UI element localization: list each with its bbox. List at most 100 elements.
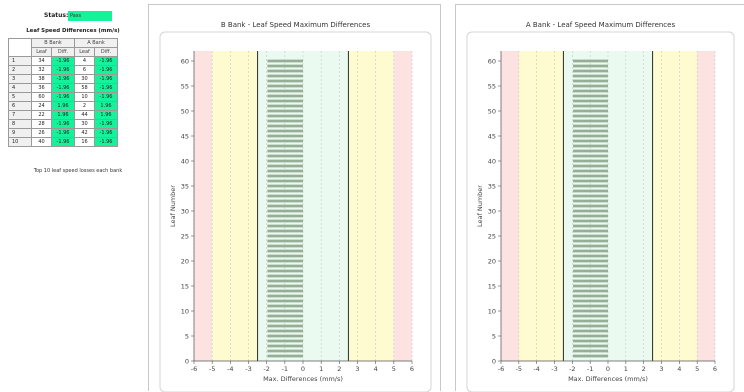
a-diff-cell: -1.96 — [94, 128, 118, 138]
b-leaf-cell: 60 — [31, 92, 52, 102]
col-header-b-diff: Diff. — [51, 47, 75, 57]
zone-yellow-right — [652, 51, 698, 361]
bar-leaf-14 — [267, 289, 303, 293]
table-row: 2 32 -1.96 6 -1.96 — [8, 65, 118, 75]
b-leaf-cell: 22 — [31, 110, 52, 120]
x-tick-label: 2 — [642, 365, 646, 373]
a-leaf-cell: 58 — [74, 83, 95, 93]
row-number: 3 — [8, 74, 32, 84]
bar-leaf-34 — [573, 189, 608, 193]
x-tick-label: -4 — [533, 365, 539, 373]
y-tick-label: 40 — [488, 158, 496, 166]
bar-leaf-50 — [267, 109, 303, 113]
bar-leaf-32 — [267, 199, 303, 203]
bar-leaf-47 — [573, 124, 608, 128]
bar-leaf-49 — [573, 114, 608, 118]
y-tick-label: 55 — [181, 83, 189, 91]
table-row: 6 24 1.96 2 1.96 — [8, 101, 118, 111]
bar-leaf-13 — [267, 294, 303, 298]
a-leaf-cell: 16 — [74, 137, 95, 147]
x-tick-label: -5 — [209, 365, 215, 373]
x-tick-label: 3 — [355, 365, 359, 373]
plot-frame — [159, 31, 432, 392]
bar-leaf-37 — [267, 174, 303, 178]
bar-leaf-51 — [267, 104, 303, 108]
table-column-header-row: Leaf Diff. Leaf Diff. — [9, 47, 118, 57]
bar-leaf-53 — [573, 94, 608, 98]
b-diff-cell: -1.96 — [51, 65, 75, 75]
bar-leaf-58 — [267, 69, 303, 73]
bar-leaf-55 — [573, 84, 608, 88]
x-tick-label: 2 — [337, 365, 341, 373]
bar-leaf-25 — [267, 234, 303, 238]
y-tick-label: 5 — [492, 333, 496, 341]
bar-leaf-46 — [573, 129, 608, 133]
bar-leaf-27 — [267, 224, 303, 228]
bar-leaf-15 — [267, 284, 303, 288]
b-diff-cell: 1.96 — [51, 101, 75, 111]
bar-leaf-43 — [267, 144, 303, 148]
bar-leaf-8 — [573, 319, 608, 323]
row-number: 8 — [8, 119, 32, 129]
y-tick-label: 40 — [181, 158, 189, 166]
y-axis-title: Leaf Number — [476, 185, 484, 227]
a-leaf-cell: 6 — [74, 65, 95, 75]
b-diff-cell: -1.96 — [51, 128, 75, 138]
y-tick-label: 10 — [488, 308, 496, 316]
bar-leaf-38 — [267, 169, 303, 173]
bar-leaf-20 — [573, 259, 608, 263]
bar-leaf-26 — [573, 229, 608, 233]
bar-leaf-5 — [267, 334, 303, 338]
table-body: 1 34 -1.96 4 -1.96 2 32 -1.96 6 -1.96 3 38 -1.96 30 -1… — [8, 56, 118, 147]
bar-leaf-34 — [267, 189, 303, 193]
bar-leaf-3 — [267, 344, 303, 348]
x-axis-title: Max. Differences (mm/s) — [263, 375, 343, 383]
y-tick-label: 5 — [185, 333, 189, 341]
bar-leaf-27 — [573, 224, 608, 228]
y-tick-label: 35 — [181, 183, 189, 191]
b-diff-cell: -1.96 — [51, 119, 75, 129]
bar-leaf-31 — [573, 204, 608, 208]
x-tick-label: -2 — [569, 365, 575, 373]
bar-leaf-45 — [267, 134, 303, 138]
bar-leaf-54 — [573, 89, 608, 93]
a-leaf-cell: 30 — [74, 74, 95, 84]
bar-leaf-10 — [267, 309, 303, 313]
bar-leaf-58 — [573, 69, 608, 73]
y-tick-label: 15 — [488, 283, 496, 291]
bar-leaf-35 — [573, 184, 608, 188]
bar-leaf-38 — [573, 169, 608, 173]
bar-leaf-33 — [573, 194, 608, 198]
b-bank-chart: B Bank - Leaf Speed Maximum Differences 0… — [159, 21, 432, 392]
bar-leaf-57 — [573, 74, 608, 78]
bar-leaf-57 — [267, 74, 303, 78]
b-diff-cell: 1.96 — [51, 110, 75, 120]
bar-leaf-60 — [573, 59, 608, 63]
leaf-speed-table: B Bank A Bank Leaf Diff. Leaf Diff. 1 34-… — [8, 38, 118, 147]
bar-leaf-47 — [267, 124, 303, 128]
bar-leaf-49 — [267, 114, 303, 118]
b-leaf-cell: 36 — [31, 83, 52, 93]
bar-leaf-1 — [267, 354, 303, 358]
bar-leaf-6 — [573, 329, 608, 333]
chart-title: A Bank - Leaf Speed Maximum Differences — [526, 21, 676, 29]
col-header-a-leaf: Leaf — [74, 47, 95, 57]
bar-leaf-18 — [573, 269, 608, 273]
y-tick-label: 30 — [488, 208, 496, 216]
status-label: Status: — [44, 12, 69, 19]
bar-leaf-25 — [573, 234, 608, 238]
row-number-header — [8, 38, 32, 57]
bar-leaf-30 — [573, 209, 608, 213]
x-tick-label: 4 — [677, 365, 681, 373]
y-tick-label: 60 — [181, 58, 189, 66]
bar-leaf-23 — [267, 244, 303, 248]
bar-leaf-17 — [573, 274, 608, 278]
a-leaf-cell: 2 — [74, 101, 95, 111]
bar-leaf-56 — [573, 79, 608, 83]
b-diff-cell: -1.96 — [51, 56, 75, 66]
bar-leaf-11 — [573, 304, 608, 308]
bar-leaf-28 — [267, 219, 303, 223]
bar-leaf-10 — [573, 309, 608, 313]
a-bank-chart: A Bank - Leaf Speed Maximum Differences 0… — [466, 21, 735, 392]
bar-leaf-22 — [267, 249, 303, 253]
